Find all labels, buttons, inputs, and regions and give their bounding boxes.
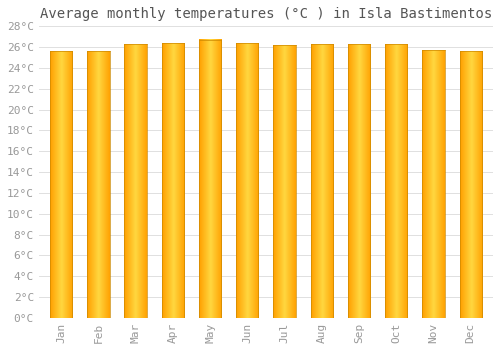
Title: Average monthly temperatures (°C ) in Isla Bastimentos: Average monthly temperatures (°C ) in Is… — [40, 7, 492, 21]
